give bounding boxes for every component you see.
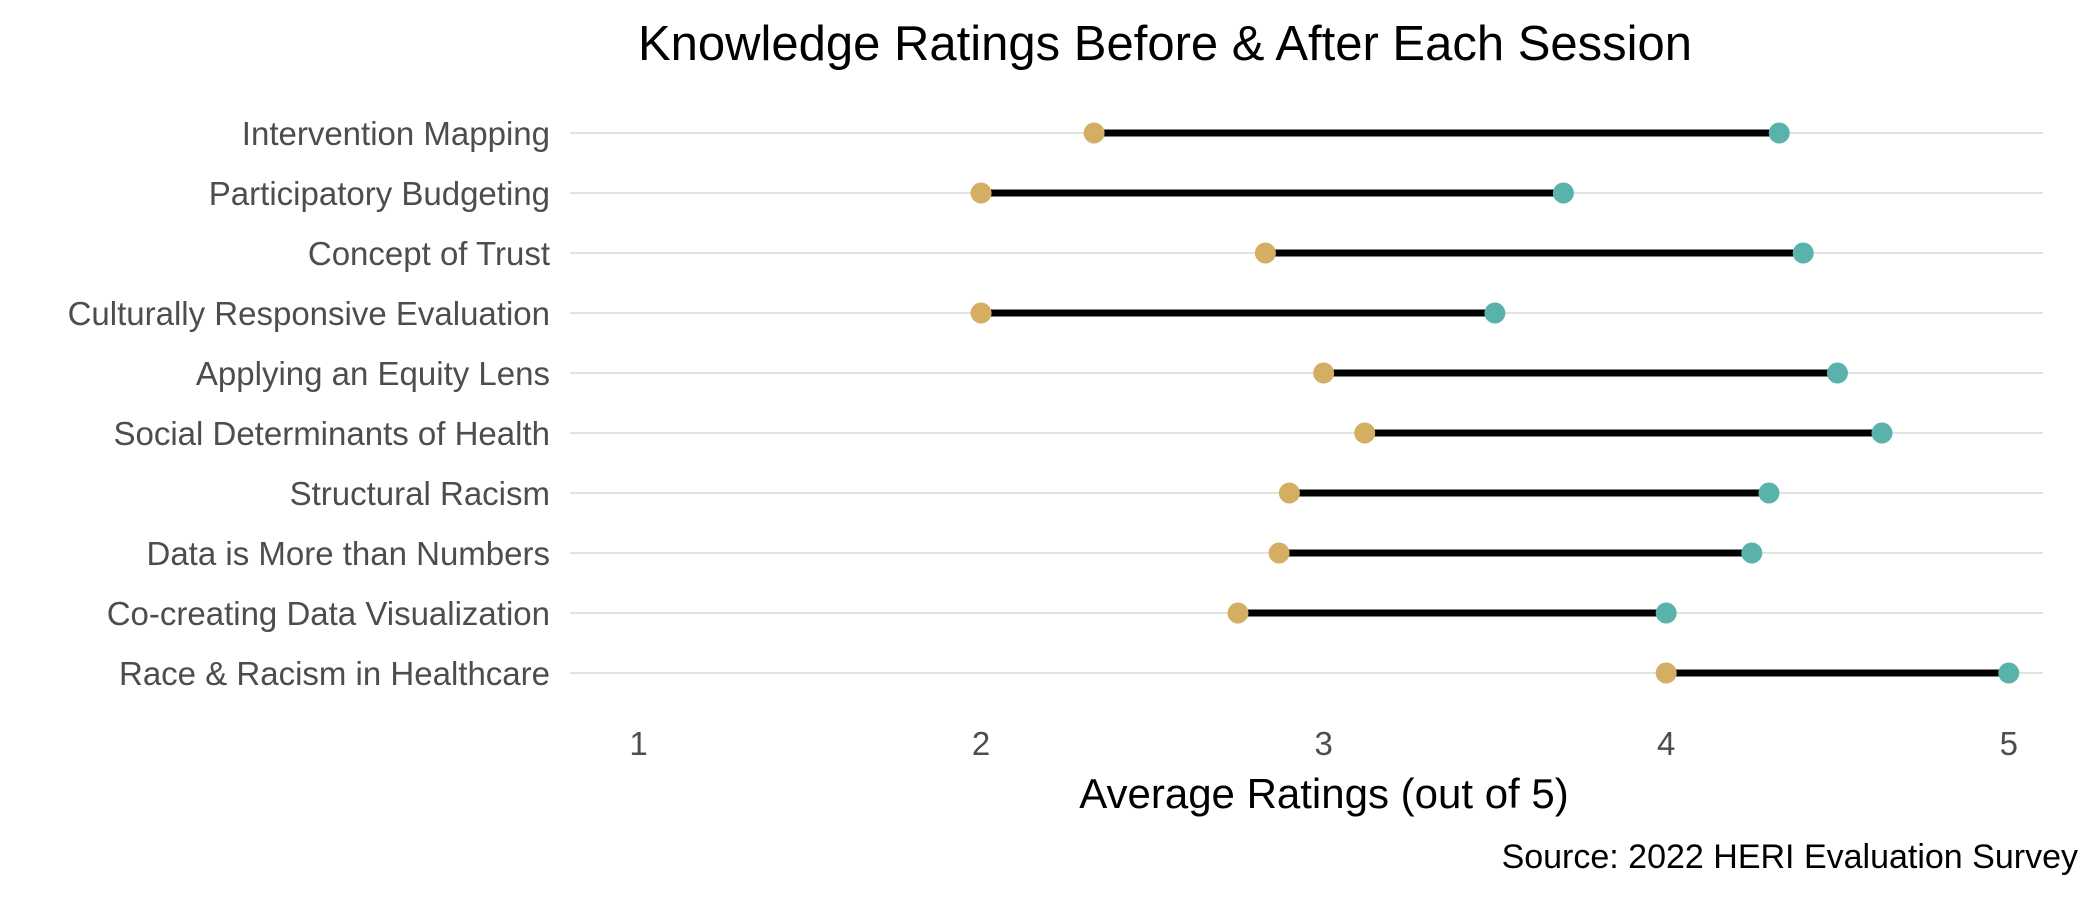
category-label: Applying an Equity Lens: [196, 355, 550, 392]
category-label: Social Determinants of Health: [113, 415, 550, 452]
before-rating-point: [1354, 422, 1376, 444]
category-label: Culturally Responsive Evaluation: [68, 295, 550, 332]
after-rating-point: [1655, 602, 1677, 624]
before-rating-point: [970, 302, 992, 324]
x-tick-labels: 1 2 3 4 5: [629, 725, 2018, 762]
x-axis-label: Average Ratings (out of 5): [1079, 770, 1569, 817]
after-rating-point: [1484, 302, 1506, 324]
point-layer: [970, 122, 2020, 684]
category-label: Structural Racism: [290, 475, 550, 512]
after-rating-point: [1998, 662, 2020, 684]
before-rating-point: [1313, 362, 1335, 384]
category-label: Intervention Mapping: [242, 115, 550, 152]
grid-layer: [570, 132, 2043, 674]
after-rating-point: [1871, 422, 1893, 444]
before-rating-point: [970, 182, 992, 204]
chart-title: Knowledge Ratings Before & After Each Se…: [638, 17, 1692, 71]
category-label: Race & Racism in Healthcare: [119, 655, 550, 692]
after-rating-point: [1792, 242, 1814, 264]
before-rating-point: [1655, 662, 1677, 684]
before-rating-point: [1254, 242, 1276, 264]
before-rating-point: [1278, 482, 1300, 504]
before-rating-point: [1083, 122, 1105, 144]
x-tick-label: 3: [1314, 725, 1332, 762]
x-tick-label: 4: [1657, 725, 1675, 762]
before-rating-point: [1268, 542, 1290, 564]
category-label: Participatory Budgeting: [209, 175, 550, 212]
after-rating-point: [1768, 122, 1790, 144]
source-caption: Source: 2022 HERI Evaluation Survey: [1502, 838, 2078, 876]
after-rating-point: [1758, 482, 1780, 504]
category-label: Co-creating Data Visualization: [107, 595, 550, 632]
x-tick-label: 1: [629, 725, 647, 762]
category-labels: Intervention Mapping Participatory Budget…: [68, 115, 550, 692]
category-label: Data is More than Numbers: [147, 535, 551, 572]
after-rating-point: [1552, 182, 1574, 204]
category-label: Concept of Trust: [308, 235, 550, 272]
after-rating-point: [1826, 362, 1848, 384]
segment-layer: [981, 129, 2009, 677]
after-rating-point: [1741, 542, 1763, 564]
x-tick-label: 5: [2000, 725, 2018, 762]
before-rating-point: [1227, 602, 1249, 624]
x-tick-label: 2: [972, 725, 990, 762]
